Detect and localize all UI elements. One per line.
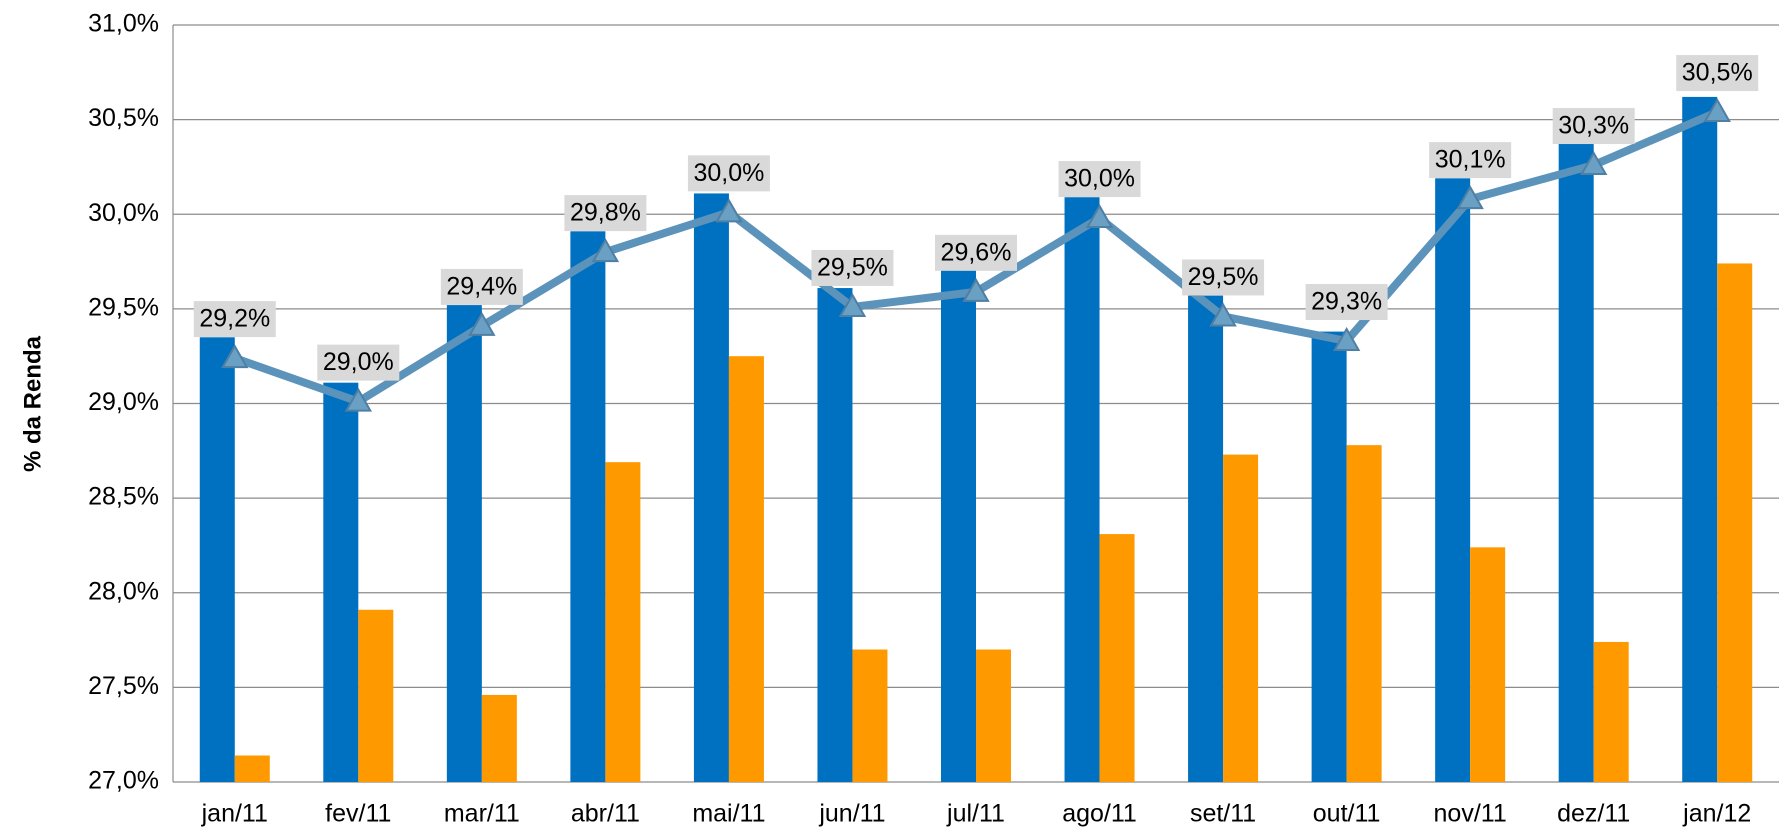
value-label-box — [193, 301, 276, 338]
value-label: 29,5% — [1188, 263, 1259, 291]
x-tick-label: mai/11 — [692, 800, 765, 828]
bar — [1099, 534, 1135, 782]
value-label: 30,0% — [693, 159, 764, 187]
x-tick-label: dez/11 — [1557, 800, 1630, 828]
x-tick-label: fev/11 — [325, 800, 391, 828]
value-label: 29,4% — [446, 273, 517, 301]
bar — [1717, 263, 1753, 783]
value-label: 30,0% — [1064, 165, 1135, 193]
y-tick-label: 28,0% — [88, 577, 159, 605]
marker — [468, 311, 496, 336]
value-label: 29,8% — [570, 199, 641, 227]
x-tick-label: out/11 — [1313, 800, 1381, 828]
y-tick-label: 30,0% — [88, 199, 159, 227]
bar — [1223, 454, 1259, 782]
value-label: 29,2% — [199, 305, 270, 333]
value-label-box — [687, 155, 770, 192]
y-tick-label: 28,5% — [88, 483, 159, 511]
bar — [1311, 331, 1347, 782]
value-label: 29,6% — [941, 238, 1012, 266]
x-tick-label: jan/11 — [201, 800, 268, 828]
value-label-box — [1676, 55, 1759, 92]
value-label: 29,0% — [323, 348, 394, 376]
marker — [1085, 204, 1114, 229]
bar — [358, 609, 394, 782]
bar — [693, 193, 729, 782]
bar — [1470, 547, 1506, 782]
value-label-box — [564, 195, 647, 232]
value-label: 30,1% — [1435, 146, 1506, 174]
x-tick-label: abr/11 — [571, 800, 640, 828]
bar — [481, 694, 517, 782]
marker — [838, 292, 867, 317]
x-tick-label: nov/11 — [1434, 800, 1507, 828]
marker — [715, 198, 743, 223]
bar — [941, 269, 976, 782]
bar — [570, 231, 606, 783]
marker — [221, 344, 249, 369]
marker — [344, 387, 373, 412]
bar — [323, 382, 359, 782]
x-tick-label: set/11 — [1190, 800, 1256, 828]
value-label-box — [1182, 259, 1265, 296]
bar — [1188, 295, 1224, 782]
x-tick-label: jul/11 — [946, 800, 1005, 828]
value-label-box — [1305, 284, 1388, 321]
marker — [1703, 98, 1731, 123]
y-tick-label: 27,0% — [88, 767, 159, 795]
x-tick-label: ago/11 — [1062, 800, 1137, 828]
value-label: 29,5% — [817, 254, 888, 282]
bar — [1593, 641, 1629, 782]
value-label: 30,5% — [1682, 59, 1753, 87]
marker — [962, 277, 990, 302]
marker — [591, 238, 620, 263]
bar — [1064, 197, 1100, 782]
marker — [1209, 302, 1237, 327]
bar — [728, 356, 764, 782]
bar — [1435, 178, 1471, 783]
y-tick-label: 29,5% — [88, 293, 159, 321]
x-tick-label: jun/11 — [818, 800, 885, 828]
bar — [446, 305, 482, 782]
value-label: 29,3% — [1311, 288, 1382, 316]
bar — [1558, 140, 1594, 782]
x-tick-label: jan/12 — [1682, 800, 1751, 828]
value-label-box — [935, 234, 1017, 271]
marker — [1332, 327, 1361, 352]
value-label-box — [440, 268, 523, 305]
value-label-box — [1552, 108, 1635, 145]
value-label-box — [811, 249, 894, 286]
y-tick-label: 31,0% — [88, 10, 159, 38]
bar — [1682, 96, 1718, 783]
y-tick-label: 29,0% — [88, 388, 159, 416]
bar — [817, 288, 853, 782]
bar — [199, 337, 235, 782]
bar — [605, 462, 641, 782]
marker — [1456, 185, 1484, 210]
x-tick-label: mar/11 — [444, 800, 520, 828]
y-tick-label: 27,5% — [88, 672, 159, 700]
bar — [976, 649, 1011, 782]
y-tick-label: 30,5% — [88, 104, 159, 132]
marker — [1579, 151, 1608, 176]
bar — [1346, 445, 1382, 782]
value-label-box — [1429, 142, 1512, 179]
value-label-box — [317, 344, 400, 381]
bar — [852, 649, 888, 782]
value-label-box — [1058, 161, 1141, 198]
bar — [234, 755, 270, 782]
y-axis-label: % da Renda — [19, 335, 46, 472]
value-label: 30,3% — [1558, 112, 1629, 140]
